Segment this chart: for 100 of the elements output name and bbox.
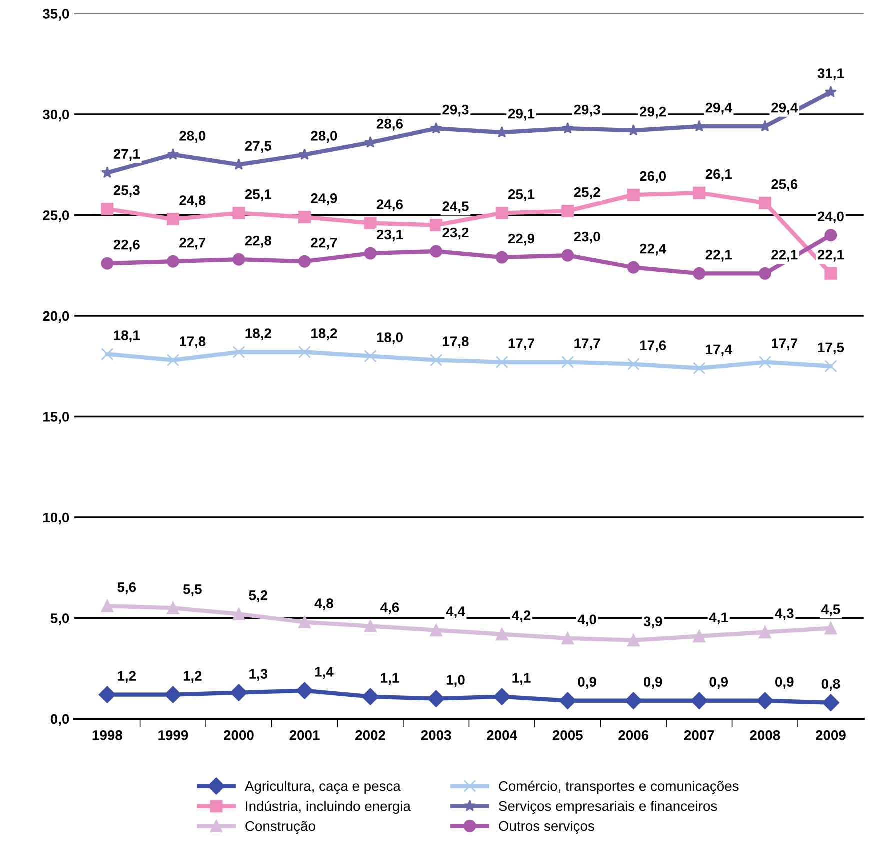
data-label: 22,1 [818, 250, 844, 262]
data-label: 22,9 [508, 234, 535, 246]
data-label: 23,1 [376, 230, 404, 242]
data-label: 18,0 [377, 332, 403, 344]
data-label: 18,2 [312, 328, 338, 340]
data-label: 24,8 [180, 196, 206, 208]
point [430, 219, 443, 232]
point [562, 249, 574, 262]
data-label: 24,5 [442, 202, 469, 214]
point [167, 148, 180, 160]
x-tick-label: 2002 [356, 730, 386, 740]
x-tick-label: 2009 [816, 730, 846, 740]
legend-label: Construção [246, 821, 316, 834]
point [559, 692, 576, 710]
y-tick-label: 15,0 [44, 412, 70, 424]
data-label: 1,1 [381, 673, 400, 685]
y-tick-label: 25,0 [43, 210, 70, 222]
point [693, 120, 706, 132]
point [690, 692, 708, 710]
y-tick-label: 10,0 [44, 512, 70, 525]
data-label: 22,1 [772, 250, 798, 262]
data-label: 0,9 [710, 677, 728, 690]
point [824, 622, 838, 635]
point [562, 204, 574, 218]
data-label: 25,2 [574, 188, 600, 200]
point [627, 188, 640, 202]
y-tick-label: 5,0 [50, 614, 70, 626]
point [298, 255, 312, 268]
point [693, 186, 706, 200]
x-tick-label: 1998 [92, 730, 122, 740]
data-label: 0,9 [578, 677, 596, 690]
data-label: 24,0 [818, 212, 844, 224]
data-label: 18,1 [114, 330, 140, 342]
point [496, 251, 508, 264]
data-label: 29,4 [772, 102, 798, 115]
data-label: 4,6 [380, 602, 400, 614]
data-label: 4,2 [512, 610, 531, 623]
point [562, 122, 574, 134]
data-label: 29,3 [442, 104, 469, 117]
point [232, 346, 246, 359]
data-label: 27,1 [114, 149, 140, 162]
x-tick-label: 2001 [290, 730, 320, 740]
y-tick-label: 20,0 [43, 311, 70, 324]
point [164, 686, 182, 704]
point [428, 690, 445, 708]
data-label: 4,5 [822, 604, 840, 616]
point [693, 630, 706, 643]
legend-label: Agricultura, caça e pesca [244, 781, 401, 794]
data-label: 17,8 [180, 336, 206, 348]
point [824, 86, 837, 98]
point [625, 692, 642, 710]
data-label: 0,8 [822, 679, 840, 692]
point [822, 694, 840, 712]
data-label: 22,7 [180, 238, 206, 250]
point [758, 267, 772, 280]
data-label: 1,1 [512, 673, 531, 685]
point [298, 211, 312, 224]
data-label: 4,0 [578, 614, 596, 627]
x-tick-label: 2003 [421, 730, 452, 740]
point [430, 122, 442, 134]
data-label: 22,6 [114, 240, 140, 252]
point [756, 692, 774, 710]
data-label: 29,1 [508, 108, 535, 121]
point [296, 682, 314, 700]
legend-label: Indústria, incluindo energia [246, 800, 411, 814]
x-tick-label: 2004 [487, 730, 518, 740]
data-label: 4,3 [775, 608, 794, 621]
point [364, 350, 377, 363]
legend-label: Outros serviços [499, 820, 594, 834]
data-label: 0,9 [776, 677, 794, 690]
point [232, 608, 246, 620]
y-tick-label: 0,0 [50, 714, 70, 726]
data-label: 25,6 [772, 179, 798, 192]
x-tick-label: 2006 [618, 730, 649, 740]
point [627, 634, 640, 647]
point [364, 620, 377, 633]
data-label: 26,0 [640, 171, 666, 184]
data-label: 0,9 [644, 677, 662, 690]
data-label: 22,8 [245, 236, 272, 248]
data-label: 29,2 [640, 106, 666, 119]
data-label: 24,6 [376, 200, 403, 212]
data-label: 28,6 [376, 119, 403, 131]
point [824, 360, 838, 373]
point [430, 245, 443, 258]
data-label: 17,7 [508, 338, 534, 350]
point [496, 356, 508, 369]
point [758, 626, 772, 639]
point [364, 247, 377, 260]
point [298, 346, 312, 359]
data-label: 4,4 [446, 606, 466, 618]
point [693, 362, 706, 375]
data-label: 4,1 [709, 612, 728, 625]
data-label: 1,4 [315, 667, 334, 679]
data-label: 18,2 [246, 328, 272, 340]
data-label: 26,1 [706, 169, 732, 182]
data-label: 5,5 [183, 584, 202, 596]
point [230, 684, 248, 702]
point [101, 348, 114, 361]
point [562, 632, 574, 645]
data-label: 25,3 [114, 186, 140, 198]
